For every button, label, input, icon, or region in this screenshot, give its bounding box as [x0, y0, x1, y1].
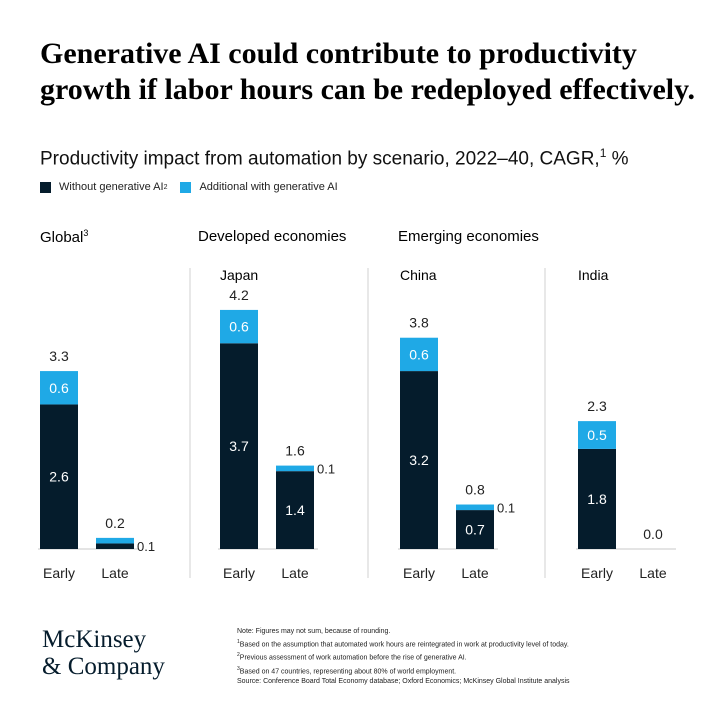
value-label-china-late-without: 0.7 [465, 522, 485, 538]
legend-swatch-without [40, 181, 51, 193]
value-label-japan-late-additional: 0.1 [317, 461, 335, 476]
total-label-china-early: 3.8 [409, 315, 429, 331]
bar-global-late-without [96, 543, 134, 549]
total-label-global-late: 0.2 [105, 515, 125, 531]
subtitle-footnote-mark: 1 [599, 146, 607, 160]
total-label-india-late: 0.0 [643, 526, 663, 542]
legend-label-additional: Additional with generative AI [199, 181, 338, 193]
productivity-bar-chart: 3.3 2.6 0.6 Early 0.2 0.1 Late 4.2 3.7 0.6 Early 1.… [38, 268, 676, 581]
subtitle-text: Productivity impact from automation by s… [40, 148, 600, 170]
category-label-india-early: Early [581, 565, 613, 581]
value-label-india-early-without: 1.8 [587, 491, 607, 507]
section-label-global: Global3 [40, 228, 88, 246]
legend-item-additional: Additional with generative AI [180, 181, 338, 193]
value-label-india-early-additional: 0.5 [587, 427, 607, 443]
bar-japan-late-additional [276, 465, 314, 472]
value-label-china-early-without: 3.2 [409, 452, 429, 468]
note-rounding: Note: Figures may not sum, because of ro… [237, 628, 391, 635]
footnote-2: 2Previous assessment of work automation … [237, 650, 677, 663]
bar-japan-early-additional [220, 309, 258, 344]
value-label-global-early-without: 2.6 [49, 469, 69, 485]
subtitle-unit: % [606, 148, 629, 170]
legend-footnote-mark: 2 [163, 183, 168, 191]
brand-line-2: & Company [42, 653, 165, 680]
bar-global-early-without [40, 404, 78, 549]
footnote-1-text: Based on the assumption that automated w… [239, 641, 569, 649]
brand-line-1: McKinsey [42, 626, 147, 653]
mckinsey-logo: McKinsey & Company [42, 626, 165, 680]
footnotes: Note: Figures may not sum, because of ro… [237, 627, 677, 687]
category-label-china-late: Late [461, 565, 488, 581]
total-label-india-early: 2.3 [587, 398, 607, 414]
legend: Without generative AI 2 Additional with g… [40, 181, 351, 193]
value-label-china-late-additional: 0.1 [497, 500, 515, 515]
bar-india-early-additional [578, 421, 616, 449]
legend-swatch-additional [180, 181, 192, 193]
chart-subtitle: Productivity impact from automation by s… [40, 146, 629, 170]
bar-global-late-additional [96, 537, 134, 544]
category-label-japan-early: Early [223, 565, 255, 581]
footnote-1: 1Based on the assumption that automated … [237, 637, 677, 650]
bar-china-early-without [400, 371, 438, 549]
category-label-global-early: Early [43, 565, 75, 581]
total-label-japan-late: 1.6 [285, 443, 305, 459]
total-label-china-late: 0.8 [465, 482, 485, 498]
footnote-2-mark: 2 [237, 652, 240, 659]
bar-japan-late-without [276, 471, 314, 549]
value-label-japan-late-without: 1.4 [285, 502, 305, 518]
bar-india-early-without [578, 448, 616, 549]
section-label-developed: Developed economies [198, 228, 347, 245]
section-label-emerging: Emerging economies [398, 228, 539, 245]
footnote-3: 3Based on 47 countries, representing abo… [237, 664, 677, 677]
category-label-japan-late: Late [281, 565, 308, 581]
source-note: Source: Conference Board Total Economy d… [237, 677, 570, 685]
panel-label-india: India [578, 267, 609, 283]
footnote-2-text: Previous assessment of work automation b… [239, 654, 467, 662]
category-label-china-early: Early [403, 565, 435, 581]
legend-item-without: Without generative AI 2 [40, 181, 167, 193]
footnote-1-mark: 1 [237, 639, 240, 645]
footnote-3-text: Based on 47 countries, representing abou… [239, 667, 457, 675]
total-label-global-early: 3.3 [49, 348, 69, 364]
panel-label-china: China [400, 267, 437, 283]
panel-label-japan: Japan [220, 267, 259, 283]
headline: Generative AI could contribute to produc… [40, 37, 695, 106]
bar-china-early-additional [400, 337, 438, 372]
value-label-japan-early-without: 3.7 [229, 438, 249, 454]
value-label-global-late-without: 0.1 [137, 539, 155, 554]
legend-label-without: Without generative AI [59, 181, 164, 193]
value-label-china-early-additional: 0.6 [409, 346, 429, 362]
bar-japan-early-without [220, 343, 258, 549]
category-label-global-late: Late [101, 565, 128, 581]
section-global-footnote-mark: 3 [83, 228, 89, 238]
section-global-text: Global [40, 229, 84, 246]
footnote-3-mark: 3 [237, 665, 240, 672]
value-label-global-early-additional: 0.6 [49, 380, 69, 396]
bar-china-late-without [456, 510, 494, 549]
total-label-japan-early: 4.2 [229, 287, 249, 303]
value-label-japan-early-additional: 0.6 [229, 319, 249, 335]
bar-china-late-additional [456, 504, 494, 511]
category-label-india-late: Late [639, 565, 666, 581]
bar-global-early-additional [40, 371, 78, 405]
